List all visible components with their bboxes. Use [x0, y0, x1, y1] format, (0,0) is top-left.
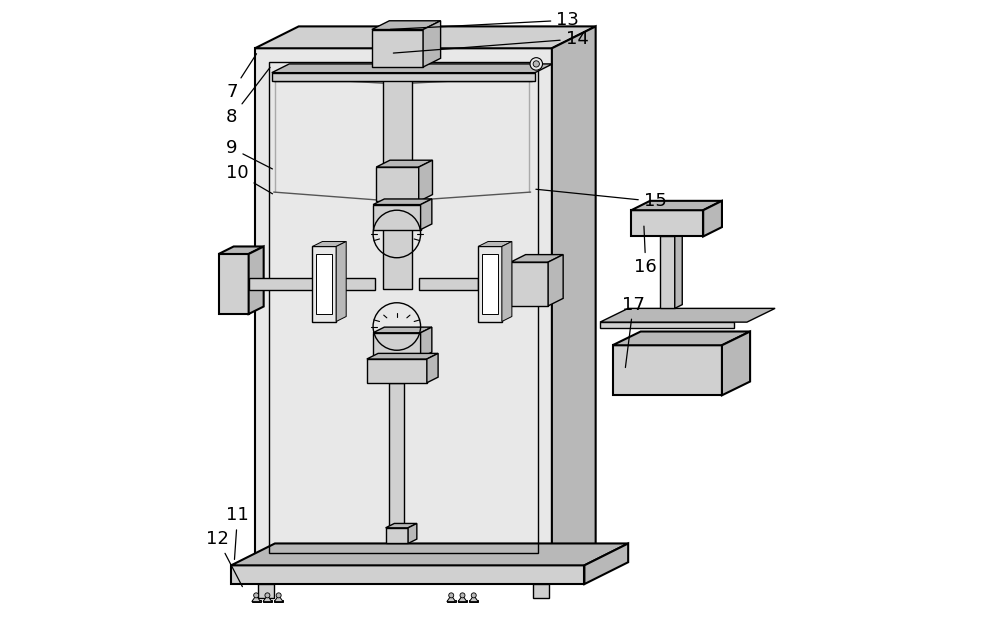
Polygon shape: [255, 26, 596, 48]
Bar: [469, 600, 478, 602]
Polygon shape: [502, 242, 512, 322]
Bar: [478, 246, 502, 322]
Text: 8: 8: [226, 67, 270, 126]
Polygon shape: [249, 246, 264, 314]
Polygon shape: [367, 354, 438, 359]
Circle shape: [471, 593, 476, 598]
Bar: [272, 73, 535, 82]
Polygon shape: [373, 327, 432, 333]
Circle shape: [460, 593, 465, 598]
Bar: [367, 359, 427, 383]
Polygon shape: [376, 160, 432, 167]
Bar: [263, 600, 272, 602]
Text: 12: 12: [206, 530, 242, 587]
Circle shape: [265, 593, 270, 598]
Polygon shape: [421, 327, 432, 358]
Bar: [389, 383, 404, 531]
Polygon shape: [458, 595, 467, 602]
Bar: [219, 254, 249, 314]
Polygon shape: [469, 595, 478, 602]
Bar: [482, 254, 498, 314]
Bar: [660, 237, 675, 308]
Polygon shape: [263, 595, 272, 602]
Polygon shape: [478, 242, 512, 246]
Bar: [447, 600, 456, 602]
Polygon shape: [600, 308, 775, 322]
Polygon shape: [631, 201, 722, 210]
Bar: [376, 167, 419, 202]
Bar: [458, 600, 467, 602]
Polygon shape: [373, 199, 432, 205]
Text: 17: 17: [622, 296, 645, 367]
Text: 15: 15: [536, 189, 667, 210]
Polygon shape: [336, 242, 346, 322]
Bar: [312, 246, 336, 322]
Text: 9: 9: [226, 139, 272, 169]
Bar: [274, 600, 283, 602]
Circle shape: [533, 61, 539, 67]
Bar: [269, 62, 538, 553]
Bar: [533, 584, 549, 598]
Bar: [386, 528, 408, 543]
Bar: [600, 322, 734, 328]
Bar: [373, 205, 421, 230]
Bar: [372, 30, 423, 67]
Polygon shape: [548, 254, 563, 306]
Polygon shape: [231, 543, 628, 565]
Polygon shape: [427, 354, 438, 383]
Text: 11: 11: [226, 506, 249, 560]
Polygon shape: [722, 332, 750, 395]
Bar: [383, 64, 412, 289]
Polygon shape: [421, 199, 432, 230]
Polygon shape: [447, 595, 456, 602]
Polygon shape: [703, 201, 722, 237]
Polygon shape: [274, 595, 283, 602]
Polygon shape: [408, 524, 417, 543]
Polygon shape: [423, 21, 441, 67]
Bar: [631, 210, 703, 237]
Polygon shape: [419, 160, 432, 202]
Polygon shape: [675, 233, 682, 308]
Polygon shape: [613, 332, 750, 345]
Polygon shape: [584, 543, 628, 584]
Polygon shape: [252, 595, 261, 602]
Polygon shape: [552, 26, 596, 567]
Polygon shape: [219, 246, 264, 254]
Polygon shape: [386, 524, 417, 528]
Polygon shape: [312, 242, 346, 246]
Bar: [258, 584, 274, 598]
Bar: [316, 254, 332, 314]
Polygon shape: [272, 64, 553, 73]
Circle shape: [276, 593, 281, 598]
Circle shape: [449, 593, 454, 598]
Bar: [511, 262, 548, 306]
Bar: [613, 345, 722, 395]
Circle shape: [254, 593, 259, 598]
Text: 13: 13: [390, 11, 579, 30]
Text: 7: 7: [226, 54, 257, 101]
Bar: [231, 565, 584, 584]
Circle shape: [530, 58, 543, 70]
Bar: [249, 278, 375, 290]
Bar: [255, 48, 552, 567]
Text: 10: 10: [226, 165, 273, 194]
Bar: [252, 600, 261, 602]
Bar: [419, 278, 478, 290]
Text: 14: 14: [393, 30, 589, 53]
Polygon shape: [372, 21, 441, 30]
Polygon shape: [511, 254, 563, 262]
Text: 16: 16: [634, 226, 657, 276]
Bar: [373, 333, 421, 358]
